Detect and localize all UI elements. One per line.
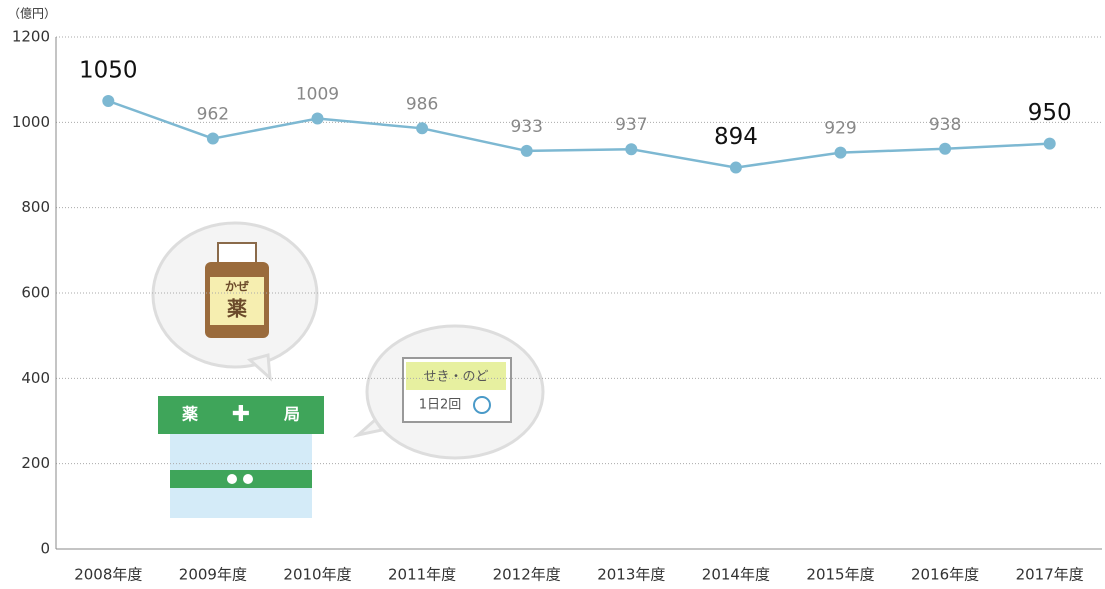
point [1044,138,1056,150]
x-tick-label: 2009年度 [179,566,247,584]
illustration-text: 薬 [181,405,199,424]
point [835,147,847,159]
point [416,122,428,134]
y-tick-label: 600 [21,284,50,302]
point [521,145,533,157]
illustration-text: せき・のど [423,370,488,385]
illustration: かぜ 薬 せき・のど 1日2回 薬 ✚ 局 [153,223,543,518]
y-tick-label: 1000 [12,113,50,131]
y-tick-label: 0 [40,540,50,558]
point [102,95,114,107]
value-label: 938 [929,115,961,135]
illustration-text: 薬 [227,297,247,321]
x-tick-label: 2015年度 [806,566,874,584]
value-label: 929 [824,119,856,139]
x-tick-label: 2011年度 [388,566,456,584]
point [730,162,742,174]
value-label: 962 [197,105,229,125]
x-tick-label: 2008年度 [74,566,142,584]
line [108,101,1049,168]
y-axis-label: （億円） [8,7,56,21]
x-tick-label: 2010年度 [283,566,351,584]
value-label: 933 [510,117,542,137]
chart: （億円） かぜ 薬 せき・のど 1日2回 薬 ✚ 局 0 200 400 600 800… [0,0,1105,589]
illustration-text: かぜ [225,280,249,294]
y-tick-label: 200 [21,454,50,472]
value-label: 894 [714,124,758,150]
value-label: 1009 [296,84,339,104]
point [207,133,219,145]
y-tick-label: 400 [21,369,50,387]
x-tick-label: 2012年度 [493,566,561,584]
svg-text:✚: ✚ [232,402,250,427]
value-label: 937 [615,115,647,135]
point [625,143,637,155]
illustration-text: 局 [284,405,300,424]
x-tick-label: 2013年度 [597,566,665,584]
illustration-text: 1日2回 [419,398,462,413]
value-label: 986 [406,94,438,114]
value-label: 1050 [79,58,138,84]
point [312,112,324,124]
y-tick-label: 800 [21,198,50,216]
value-label: 950 [1028,100,1072,126]
y-tick-label: 1200 [12,28,50,46]
x-tick-label: 2016年度 [911,566,979,584]
x-tick-label: 2014年度 [702,566,770,584]
x-tick-label: 2017年度 [1016,566,1084,584]
point [939,143,951,155]
